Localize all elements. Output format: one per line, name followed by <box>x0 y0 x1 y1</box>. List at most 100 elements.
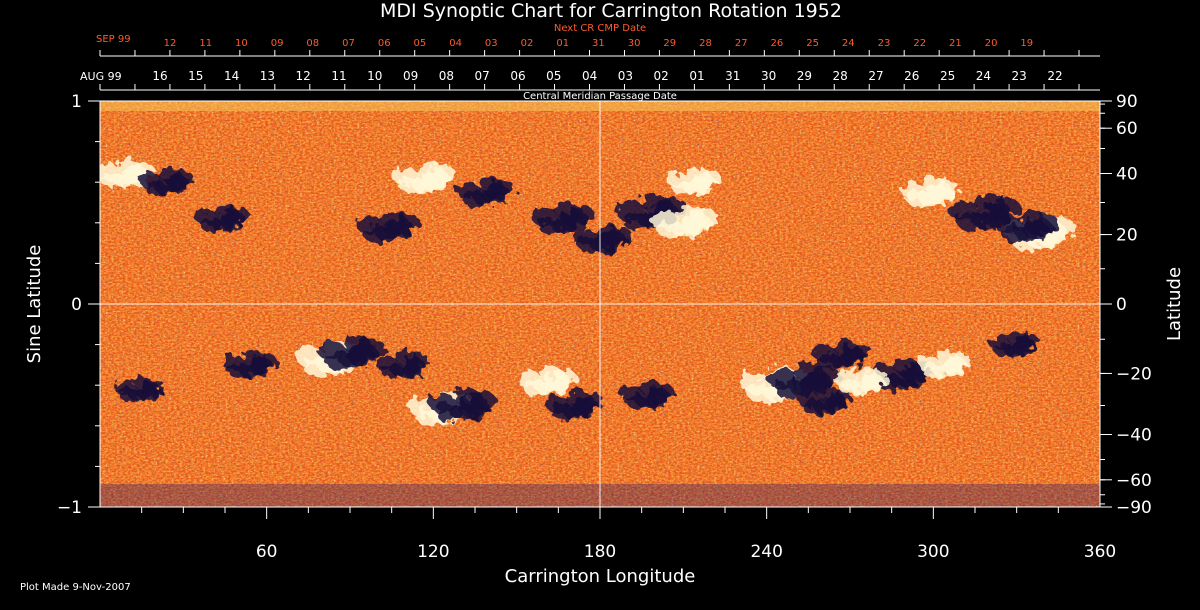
next-cmp-date-label: 19 <box>1020 38 1033 49</box>
cmp-label: Central Meridian Passage Date <box>523 91 677 102</box>
cmp-date-label: 22 <box>1047 69 1062 83</box>
x-tick-label: 360 <box>1084 542 1116 562</box>
negative-field-region <box>544 395 570 412</box>
positive-field-region <box>849 378 873 395</box>
positive-field-region <box>934 179 960 197</box>
y-right-tick-label: −90 <box>1116 498 1152 518</box>
cmp-date-label: 13 <box>260 69 275 83</box>
negative-field-region <box>468 391 497 410</box>
top-date-axes: Next CR CMP Date SEP 99 AUG 99 Central M… <box>80 23 1100 102</box>
cmp-date-label: 01 <box>689 69 704 83</box>
negative-field-region <box>1014 223 1041 242</box>
next-cmp-date-label: 22 <box>913 38 926 49</box>
negative-field-region <box>789 377 820 398</box>
plot-area <box>100 101 1100 507</box>
y-axis-label-right: Latitude <box>1164 267 1185 341</box>
x-tick-label: 180 <box>584 542 616 562</box>
positive-field-region <box>534 378 560 395</box>
positive-field-region <box>411 175 438 193</box>
cmp-date-label: 10 <box>367 69 382 83</box>
negative-field-region <box>428 393 457 413</box>
positive-field-region <box>690 208 719 228</box>
negative-field-region <box>590 236 615 253</box>
y-right-tick-label: 40 <box>1116 165 1138 185</box>
next-cmp-date-label: 27 <box>735 38 748 49</box>
cmp-date-label: 08 <box>439 69 454 83</box>
next-cmp-date-label: 04 <box>449 38 462 49</box>
negative-field-region <box>142 378 164 393</box>
positive-field-region <box>392 167 419 185</box>
cmp-date-label: 05 <box>546 69 561 83</box>
negative-field-region <box>254 353 277 369</box>
positive-field-region <box>682 179 706 196</box>
negative-field-region <box>170 170 194 186</box>
negative-field-region <box>490 179 515 197</box>
y-axis-label-left: Sine Latitude <box>24 245 45 364</box>
negative-field-region <box>317 341 346 360</box>
y-right-tick-label: −20 <box>1116 364 1152 384</box>
negative-field-region <box>572 229 598 246</box>
negative-field-region <box>455 182 481 199</box>
negative-field-region <box>579 392 604 410</box>
negative-field-region <box>155 179 178 196</box>
negative-field-region <box>128 387 150 402</box>
cmp-date-label: 03 <box>618 69 633 83</box>
negative-field-region <box>473 189 499 207</box>
negative-field-region <box>531 207 558 226</box>
negative-field-region <box>210 216 234 232</box>
cmp-date-label: 27 <box>868 69 883 83</box>
next-cmp-label: Next CR CMP Date <box>554 23 646 34</box>
next-cmp-date-label: 26 <box>771 38 784 49</box>
y-left-tick-label: 1 <box>71 92 82 112</box>
y-right-tick-label: 90 <box>1116 92 1138 112</box>
cmp-date-label: 04 <box>582 69 597 83</box>
next-cmp-date-label: 05 <box>414 38 427 49</box>
next-cmp-date-label: 10 <box>235 38 248 49</box>
cmp-date-label: 09 <box>403 69 418 83</box>
negative-field-region <box>449 402 478 421</box>
negative-field-region <box>809 365 840 386</box>
axis-ticks: 60 120 180 240 300 36010−1906040200−20−40−60−… <box>57 38 1152 562</box>
negative-field-region <box>767 368 798 389</box>
negative-field-region <box>635 393 659 409</box>
cmp-date-label: 28 <box>833 69 848 83</box>
negative-field-region <box>651 383 675 399</box>
cmp-date-label: 24 <box>976 69 991 83</box>
negative-field-region <box>829 352 854 369</box>
x-tick-label: 60 <box>256 542 278 562</box>
y-right-tick-label: 60 <box>1116 119 1138 139</box>
next-cmp-date-label: 11 <box>199 38 212 49</box>
cmp-date-label: 02 <box>654 69 669 83</box>
plot-made-footer: Plot Made 9-Nov-2007 <box>20 582 131 593</box>
positive-field-region <box>698 170 722 186</box>
cmp-date-label: 11 <box>331 69 346 83</box>
negative-field-region <box>375 223 402 242</box>
x-tick-label: 240 <box>750 542 782 562</box>
negative-field-region <box>356 216 383 234</box>
negative-field-region <box>845 342 871 359</box>
cmp-month: AUG 99 <box>80 70 122 83</box>
negative-field-region <box>393 213 420 232</box>
negative-field-region <box>994 216 1022 234</box>
negative-field-region <box>550 215 577 234</box>
positive-field-region <box>948 353 972 369</box>
negative-field-region <box>338 349 367 369</box>
chart-title: MDI Synoptic Chart for Carrington Rotati… <box>380 0 842 22</box>
cmp-date-label: 29 <box>797 69 812 83</box>
positive-field-region <box>429 164 456 183</box>
y-right-tick-label: −40 <box>1116 425 1152 445</box>
cmp-date-label: 14 <box>224 69 239 83</box>
negative-field-region <box>889 372 916 390</box>
next-cmp-date-label: 24 <box>842 38 855 49</box>
positive-field-region <box>650 211 679 231</box>
cmp-date-label: 15 <box>188 69 203 83</box>
y-right-tick-label: 0 <box>1116 295 1127 315</box>
negative-field-region <box>990 197 1021 218</box>
next-cmp-date-label: 21 <box>949 38 962 49</box>
next-cmp-date-label: 31 <box>592 38 605 49</box>
next-cmp-date-label: 12 <box>164 38 177 49</box>
positive-field-region <box>112 171 138 188</box>
positive-field-region <box>932 362 956 378</box>
negative-field-region <box>406 353 430 369</box>
